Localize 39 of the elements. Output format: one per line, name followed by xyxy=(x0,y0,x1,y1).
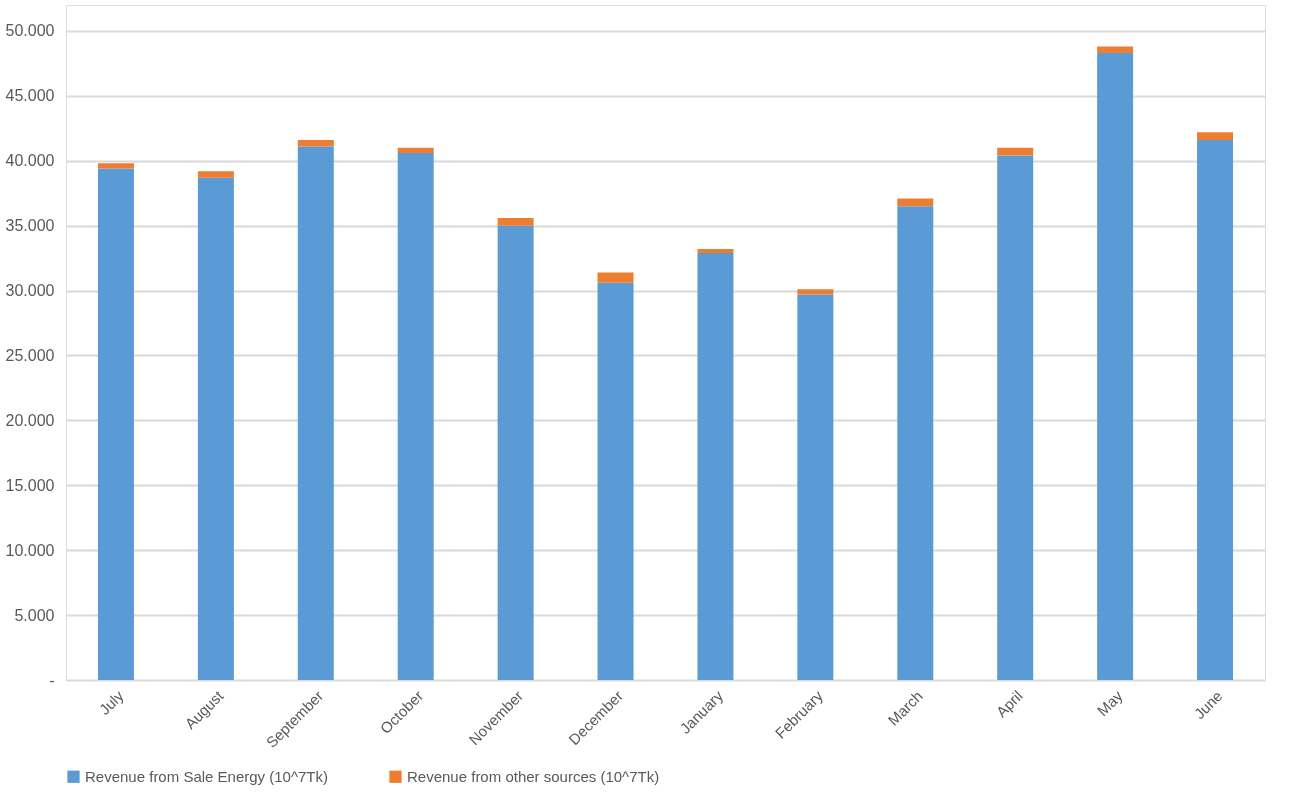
bar xyxy=(97,163,134,169)
bar xyxy=(1197,140,1234,680)
y-tick-label: 45.000 xyxy=(5,87,55,105)
bar xyxy=(297,140,334,147)
bar xyxy=(797,294,834,680)
legend-label: Revenue from Sale Energy (10^7Tk) xyxy=(85,767,328,785)
y-tick-label: 30.000 xyxy=(5,282,55,300)
y-tick-label: 20.000 xyxy=(5,411,55,429)
bar xyxy=(797,289,834,295)
bar xyxy=(597,282,634,680)
bar xyxy=(1197,132,1234,140)
bar xyxy=(597,272,634,283)
bar xyxy=(997,155,1034,680)
legend-label: Revenue from other sources (10^7Tk) xyxy=(407,767,660,785)
bar xyxy=(297,146,334,680)
bar xyxy=(197,171,234,178)
bar xyxy=(997,147,1034,156)
y-tick-label: 5.000 xyxy=(14,606,55,624)
y-tick-label: 10.000 xyxy=(5,541,55,559)
y-tick-label: 25.000 xyxy=(5,346,55,364)
y-tick-label: 15.000 xyxy=(5,476,55,494)
x-tick-label: May xyxy=(1093,686,1127,720)
y-tick-label: - xyxy=(49,671,55,689)
bar xyxy=(397,147,434,153)
bar xyxy=(397,152,434,680)
bar xyxy=(197,177,234,680)
bar xyxy=(697,252,734,680)
bar xyxy=(697,249,734,253)
bar xyxy=(1097,46,1134,54)
bar xyxy=(897,198,934,207)
y-tick-label: 35.000 xyxy=(5,217,55,235)
bar xyxy=(497,225,534,680)
bar xyxy=(497,217,534,226)
bar xyxy=(97,168,134,680)
bar xyxy=(897,206,934,680)
y-tick-label: 50.000 xyxy=(5,22,55,40)
y-tick-label: 40.000 xyxy=(5,152,55,170)
bar xyxy=(1097,53,1134,680)
x-tick-label: July xyxy=(95,686,127,718)
